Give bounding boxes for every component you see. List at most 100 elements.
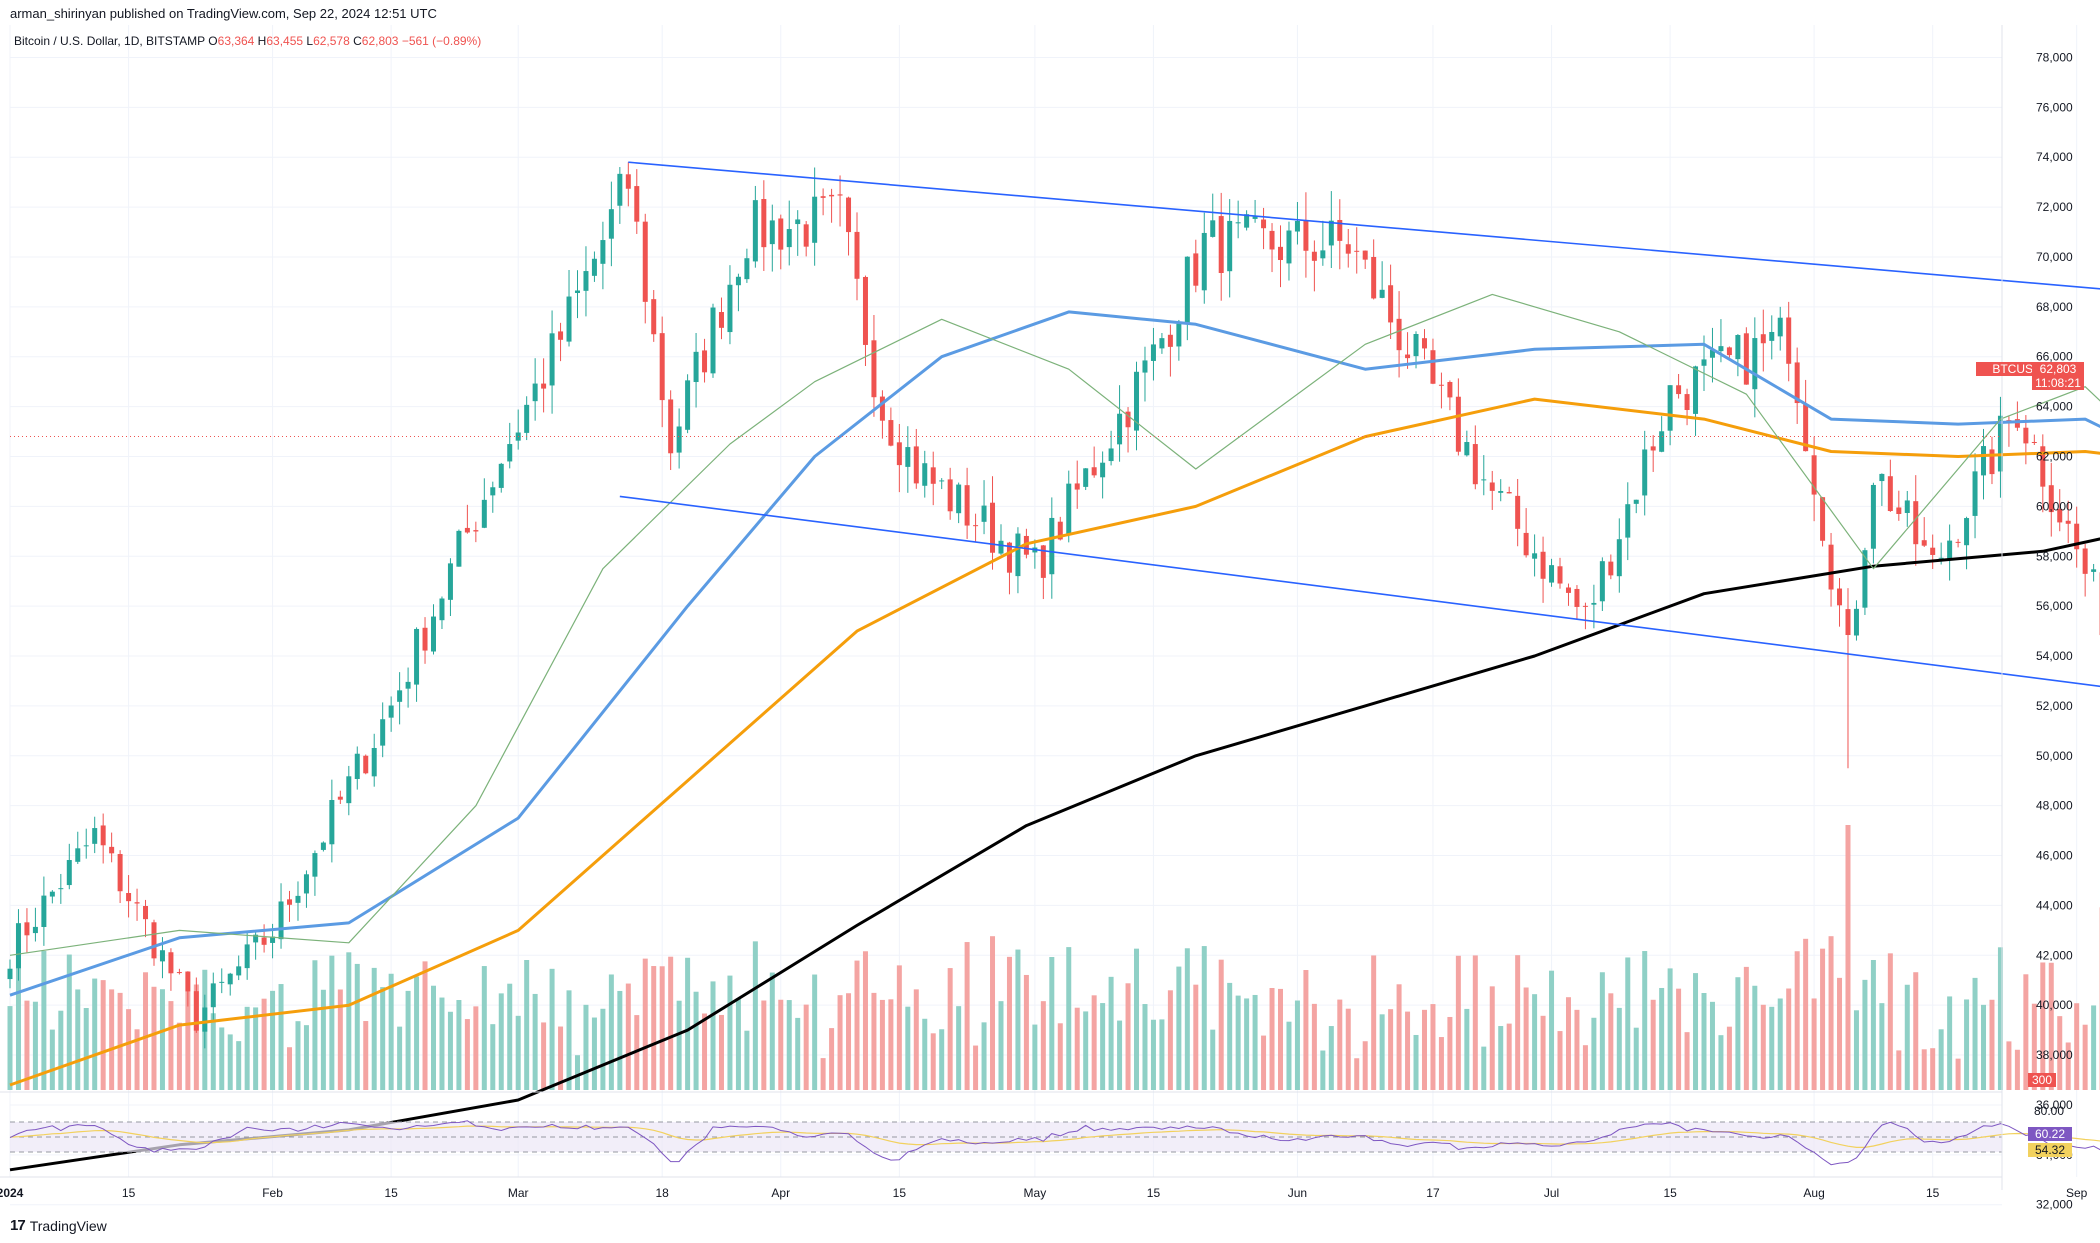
ohlc-value-c: 62,803 <box>361 34 399 48</box>
rsi-ma-value: 54.32 <box>2034 1143 2066 1157</box>
volume-bar <box>574 1055 580 1090</box>
candle-body <box>1989 449 1995 475</box>
volume-bar <box>1862 979 1868 1090</box>
volume-bar <box>939 1029 945 1090</box>
volume-bar <box>1100 1003 1106 1090</box>
candle-body <box>1125 411 1131 428</box>
candle-body <box>1218 216 1224 274</box>
volume-bar <box>1769 1006 1775 1090</box>
volume-bar <box>558 1026 564 1090</box>
candle-body <box>49 891 55 897</box>
price-tick-label: 42,000 <box>2036 948 2073 962</box>
candle-body <box>1769 331 1775 341</box>
candle-body <box>617 173 623 206</box>
candle-body <box>1184 256 1190 324</box>
volume-bar <box>1142 1004 1148 1090</box>
volume-bar <box>405 990 411 1090</box>
volume-bar <box>363 1021 369 1090</box>
candle-body <box>303 874 309 894</box>
candle-body <box>2057 508 2063 523</box>
volume-bar <box>1083 1011 1089 1090</box>
volume-bar <box>498 993 504 1090</box>
volume-bar <box>1904 984 1910 1090</box>
trend-channel[interactable] <box>10 161 2100 716</box>
candle-body <box>1328 220 1334 246</box>
candle-body <box>1938 557 1944 559</box>
ma20-line <box>9 293 2100 956</box>
volume-bar <box>507 983 513 1090</box>
candle-body <box>1134 371 1140 431</box>
candle-body <box>820 196 826 198</box>
volume-bar <box>795 1017 801 1090</box>
candle-body <box>1599 561 1605 602</box>
volume-bar <box>642 958 648 1090</box>
volume-bar <box>270 990 276 1090</box>
volume-bar <box>1091 995 1097 1090</box>
volume-bar <box>515 1015 521 1090</box>
volume-bar <box>1286 1021 1292 1090</box>
candle-body <box>1311 251 1317 261</box>
price-tick-label: 64,000 <box>2036 400 2073 414</box>
volume-bar <box>1845 825 1851 1090</box>
volume-bar <box>1659 987 1665 1090</box>
candle-body <box>532 383 538 402</box>
candle-body <box>134 902 140 904</box>
candle-body <box>1684 394 1690 410</box>
volume-bar <box>862 951 868 1090</box>
candle-body <box>1837 588 1843 606</box>
candle-body <box>1887 476 1893 512</box>
candle-body <box>1972 471 1978 516</box>
candle-body <box>2074 523 2080 550</box>
price-axis: 78,000 76,000 74,000 72,000 70,000 68,000 66,0… <box>2001 25 2073 1212</box>
price-tick-label: 76,000 <box>2036 100 2073 114</box>
candle-body <box>1608 561 1614 576</box>
candle-body <box>735 276 741 286</box>
volume-bar <box>1981 1004 1987 1090</box>
candle-body <box>659 333 665 401</box>
volume-bar <box>24 1000 30 1090</box>
volume-bar <box>905 1006 911 1090</box>
candle-body <box>583 271 589 291</box>
channel-lower-line <box>619 495 2100 688</box>
candle-body <box>1752 338 1758 390</box>
volume-bar <box>371 967 377 1090</box>
candle-body <box>1261 219 1267 229</box>
ohlc-value-o: 63,364 <box>217 34 255 48</box>
ohlc-key-o: O <box>208 34 218 48</box>
candle-body <box>1760 334 1766 344</box>
price-tick-label: 68,000 <box>2036 300 2073 314</box>
candle-body <box>1515 495 1521 529</box>
volume-bar <box>1278 988 1283 1090</box>
volume-bar <box>1752 985 1758 1090</box>
volume-bar <box>236 1041 242 1090</box>
time-tick-label: Sep <box>2066 1186 2088 1200</box>
candle-body <box>2048 485 2054 513</box>
price-tag-countdown: 11:08:21 <box>2035 376 2081 390</box>
volume-bar <box>1887 953 1893 1090</box>
volume-bar <box>1159 1019 1165 1090</box>
candle-body <box>693 351 699 383</box>
volume-bar <box>481 966 487 1090</box>
candle-body <box>507 444 513 462</box>
candle-body <box>922 463 928 486</box>
volume-bar <box>1633 1027 1639 1090</box>
volume-pane <box>7 825 2100 1090</box>
volume-bar <box>1320 1050 1326 1090</box>
volume-bar <box>329 955 335 1090</box>
volume-bar <box>346 952 352 1090</box>
volume-bar <box>287 1047 293 1090</box>
candle-body <box>1574 588 1580 607</box>
volume-bar <box>710 981 716 1090</box>
volume-bar <box>1760 1004 1766 1090</box>
volume-bar <box>1421 1009 1427 1090</box>
volume-bar <box>75 989 81 1090</box>
candle-body <box>32 926 38 934</box>
tradingview-logo[interactable]: 17 TradingView <box>10 1217 107 1234</box>
candle-body <box>1913 501 1919 545</box>
volume-bar <box>15 943 21 1090</box>
candle-body <box>117 854 123 892</box>
volume-bar <box>1718 1035 1724 1090</box>
candle-body <box>651 299 657 335</box>
volume-bar <box>380 987 386 1090</box>
